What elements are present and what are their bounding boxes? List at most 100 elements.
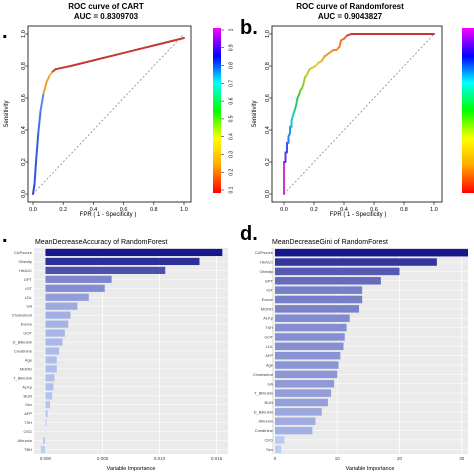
roc-cart-y-tick-label: 0.0 [21,190,27,198]
accuracy-category-label: CKD [24,429,33,434]
accuracy-xlabel: Variable Importance [107,466,156,472]
accuracy-bar [45,248,223,257]
roc-cart-xlabel: FPR ( 1 - Specificity ) [80,212,137,218]
colorbar-tick-label: 0.6 [229,97,235,104]
gini-category-label: LDL [266,344,274,349]
gini-category-label: D_Bilirubin [254,409,273,414]
accuracy-bar [45,365,57,373]
gini-bar [275,258,437,266]
accuracy-category-label: TSH [24,420,32,425]
gini-category-label: MORD [261,306,273,311]
gini-xlabel: Variable Importance [346,466,395,472]
gini-category-label: Age [266,363,274,368]
accuracy-bar [45,410,48,418]
panel-c: . MeanDecreaseAccuracy of RandomForest C… [2,225,228,472]
gini-bar [275,408,322,416]
accuracy-category-label: GPT [24,277,33,282]
accuracy-bar [45,356,57,364]
accuracy-bar [45,401,50,409]
accuracy-bar [45,284,105,292]
gini-bar [275,305,360,313]
roc-rf-plot-frame [271,25,443,203]
roc-cart-y-ticks: 0.0 0.2 0.4 0.6 0.8 1.0 [21,30,28,198]
gini-bar [275,389,332,397]
accuracy-category-label: IGT [25,286,32,291]
roc-cart-segment [32,183,36,195]
roc-rf-title: ROC curve of Randomforest [296,2,404,11]
roc-rf-x-tick-label: 0.8 [400,207,408,213]
roc-cart-x-tick-label: 0.2 [59,207,67,213]
gini-bar [275,417,316,425]
accuracy-category-label: UA [26,304,32,309]
gini-x-tick-label: 20 [397,456,403,461]
accuracy-category-label: Cholesterol [12,313,32,318]
accuracy-category-label: Creatinine [14,349,33,354]
accuracy-bar [45,374,55,382]
roc-rf-x-tick-label: 0.4 [340,207,348,213]
accuracy-category-label: ALKp [22,384,33,389]
roc-cart-x-tick-label: 0.6 [120,207,128,213]
roc-cart-y-tick-label: 1.0 [21,30,27,38]
accuracy-category-label: T_Bilirubin [13,375,32,380]
accuracy-category-label: Obesity [18,259,32,264]
accuracy-x-tick-label: 0.005 [97,456,109,461]
roc-cart-segment [33,161,38,186]
gini-category-label: BUN [265,400,274,405]
accuracy-bar [45,392,53,400]
gini-chart-title: MeanDecreaseGini of RandomForest [272,239,388,246]
gini-x-tick-label: 30 [459,456,465,461]
accuracy-category-label: MORD [20,366,32,371]
colorbar-tick-label: 0.4 [229,133,235,140]
roc-rf-x-ticks: 0.0 0.2 0.4 0.6 0.8 1.0 [280,202,438,213]
roc-rf-auc: AUC = 0.9043827 [318,12,383,21]
roc-cart-segment [37,109,42,135]
panel-letter-b: b. [240,17,258,39]
roc-rf-segment [295,97,299,107]
accuracy-bar [45,419,47,427]
gini-bar [275,295,363,304]
accuracy-category-label: AFP [24,411,32,416]
colorbar-tick-label: 0.2 [229,169,235,176]
gini-bar [275,426,313,435]
roc-cart-title: ROC curve of CART [68,2,144,11]
panel-letter-d: d. [240,223,258,245]
roc-cart-auc: AUC = 0.8309703 [74,12,139,21]
gini-bar [275,342,344,351]
roc-rf-y-ticks: 0.0 0.2 0.4 0.6 0.8 1.0 [265,30,272,198]
roc-rf-y-tick-label: 0.0 [265,190,271,198]
roc-cart-segment [69,59,95,67]
gini-category-label: T_Bilirubin [254,391,273,396]
accuracy-category-label: GOT [23,331,32,336]
accuracy-category-label: Albumin [18,438,32,443]
gini-category-label: TSH [265,325,273,330]
gini-bar [275,286,363,294]
gini-bar [275,248,468,257]
accuracy-category-label: Sex [25,402,32,407]
roc-cart-segment [42,81,48,95]
gini-bar [275,277,381,285]
gini-x-tick-label: 10 [335,456,341,461]
gini-category-label: Albumin [259,419,273,424]
colorbar-tick-label: 0.5 [229,115,235,122]
gini-bar [275,398,328,407]
accuracy-category-label: D_Bilirubin [13,340,32,345]
accuracy-bars: CAPscore Obesity HbA1C GPT IGT LDL UA Cholester… [12,248,228,461]
accuracy-category-label: CAPscore [14,250,33,255]
roc-rf-colorbar [462,28,474,193]
gini-bar [275,436,285,444]
accuracy-bar [45,266,166,274]
roc-cart-segment [35,132,40,163]
roc-rf-segment [302,76,306,85]
gini-category-label: GOT [264,334,273,339]
colorbar-tick-label: 0.3 [229,151,235,158]
roc-cart-segment [160,37,185,45]
gini-category-label: IGT [266,288,273,293]
colorbar-tick-label: 0.7 [229,80,235,87]
gini-category-label: UA [267,381,273,386]
roc-rf-x-tick-label: 1.0 [430,207,438,213]
roc-rf-x-tick-label: 0.2 [310,207,318,213]
roc-rf-x-tick-label: 0.0 [280,207,288,213]
gini-category-label: Ewore [262,297,274,302]
roc-cart-x-tick-label: 0.4 [90,207,98,213]
accuracy-bar [43,436,46,445]
